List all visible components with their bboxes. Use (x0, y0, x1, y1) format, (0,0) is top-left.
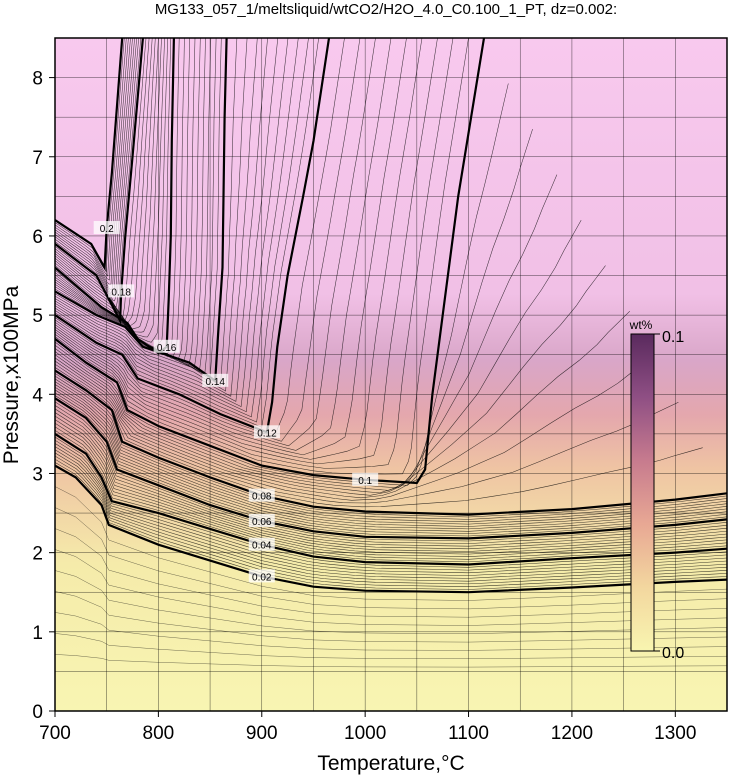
y-tick-label: 3 (32, 464, 43, 485)
contour-label-bg (352, 472, 379, 486)
fine-contour (55, 38, 196, 363)
fine-contour (55, 311, 630, 499)
x-tick-label: 1000 (344, 723, 386, 744)
x-tick-label: 1100 (448, 723, 489, 744)
contour-label: 0.2 (100, 224, 114, 235)
chart-title: MG133_057_1/meltsliquid/wtCO2/H2O_4.0_C0… (155, 1, 617, 18)
y-axis-title: Pressure,x100MPa (0, 285, 23, 464)
colorbar-min-label: 0.0 (662, 645, 684, 662)
fine-contour (55, 356, 655, 501)
plot-frame (54, 37, 728, 712)
fine-contour (55, 38, 159, 330)
fine-contour (55, 38, 150, 323)
fine-contour (55, 219, 582, 494)
contour-label-bg (153, 339, 180, 353)
contour-label-bg (248, 488, 275, 502)
fine-contour (55, 38, 289, 413)
contour-label-bg (93, 221, 120, 235)
y-tick-label: 2 (32, 544, 43, 565)
contour-label: 0.08 (252, 492, 272, 503)
x-tick-label: 1200 (551, 723, 593, 744)
fine-contour (55, 83, 509, 486)
contour-label-bg (248, 537, 275, 551)
y-axis: 0 1 2 3 4 5 6 7 8 (32, 69, 55, 723)
fine-contour (55, 38, 212, 373)
fine-contour (55, 38, 438, 465)
contour-line (55, 38, 124, 272)
fine-contour (55, 38, 129, 281)
colorbar-unit: wt% (629, 318, 653, 332)
contour-label: 0.02 (252, 572, 272, 583)
x-tick-label: 900 (246, 723, 278, 744)
fine-contour (55, 38, 268, 402)
colorbar-max-label: 0.1 (662, 329, 684, 346)
contour-label-bg (248, 513, 275, 527)
y-tick-label: 5 (32, 306, 43, 327)
plot-background (55, 38, 727, 711)
x-tick-label: 700 (39, 723, 71, 744)
fine-contour (55, 265, 606, 496)
y-tick-label: 4 (32, 385, 43, 406)
x-tick-label: 1300 (654, 723, 696, 744)
fine-contour (55, 38, 454, 469)
fine-contour (55, 38, 156, 328)
contour-label: 0.14 (206, 377, 226, 388)
fine-contour (55, 38, 133, 291)
contour-label-bg (202, 373, 229, 387)
fine-contour (55, 38, 469, 475)
fine-contour (55, 38, 376, 447)
fine-contour (55, 38, 299, 418)
fine-contour (55, 129, 533, 489)
contour-label-bg (108, 284, 135, 298)
contour-label: 0.16 (157, 343, 177, 354)
fine-contour (55, 38, 165, 338)
colorbar: wt% 0.1 0.0 (629, 318, 685, 662)
contour-lines: 0.02 0.04 0.06 0.08 0.1 0.12 0.14 0.16 0.18 0.2 (55, 38, 727, 594)
fine-contour (55, 38, 131, 285)
fine-contour (55, 38, 248, 392)
fine-contour (55, 38, 201, 366)
fine-contour (55, 38, 153, 326)
fine-contour (55, 38, 127, 277)
fine-contour (55, 38, 168, 343)
fine-contour (55, 363, 679, 504)
contour-label: 0.04 (252, 541, 272, 552)
fine-contour (55, 38, 137, 302)
x-axis: 700 800 900 1000 1100 1200 1300 (39, 711, 696, 744)
fine-contour (55, 38, 135, 296)
y-tick-label: 6 (32, 227, 43, 248)
contour-line (55, 38, 486, 485)
fine-contour (55, 38, 258, 397)
contour-label: 0.18 (111, 287, 131, 298)
contour-label: 0.12 (257, 428, 277, 439)
y-tick-label: 0 (32, 702, 43, 723)
fine-contour (55, 38, 125, 273)
fine-contour (55, 38, 423, 460)
y-tick-label: 8 (32, 69, 43, 90)
x-axis-title: Temperature,°C (317, 752, 464, 775)
fine-contour (55, 38, 309, 423)
fine-contour (55, 38, 361, 442)
y-tick-label: 1 (32, 623, 43, 644)
y-tick-label: 7 (32, 148, 43, 169)
grid-lines (55, 38, 727, 711)
fine-contour (55, 38, 206, 369)
contour-label-bg (248, 569, 275, 583)
fine-contour (55, 38, 279, 408)
fine-contour (55, 38, 139, 307)
colorbar-gradient (630, 333, 655, 652)
fine-contour (55, 38, 392, 451)
contour-label-bg (253, 425, 280, 439)
contour-label: 0.06 (252, 517, 272, 528)
fine-contour (55, 38, 407, 456)
fine-contour (55, 174, 558, 491)
contour-label: 0.1 (358, 476, 372, 487)
x-tick-label: 800 (143, 723, 175, 744)
